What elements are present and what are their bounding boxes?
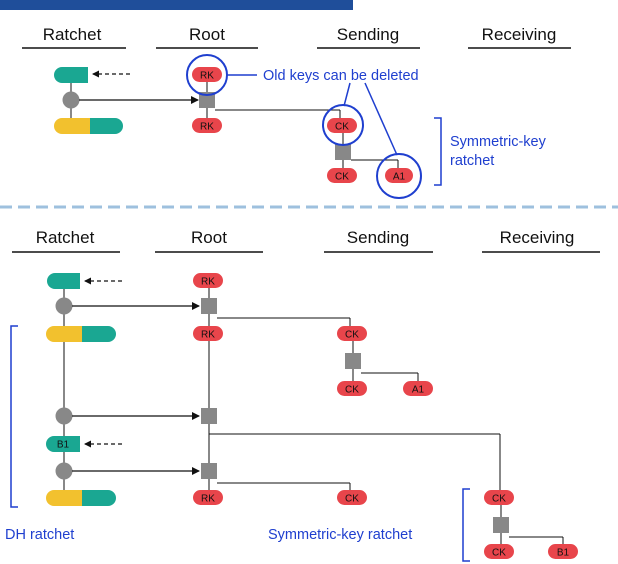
top-callout-a1: [364, 82, 398, 156]
top-old-keys-note: Old keys can be deleted: [263, 68, 419, 84]
svg-text:RK: RK: [200, 71, 214, 82]
bottom-root-kdf-2: [201, 408, 217, 424]
bottom-header-sending: Sending: [347, 228, 409, 247]
svg-text:CK: CK: [345, 385, 359, 396]
svg-text:A1: A1: [393, 172, 406, 183]
bottom-ck-send1-next-pill: CK: [337, 381, 367, 396]
top-ck-old-pill: CK: [327, 118, 357, 133]
bottom-ratchet-keypair-1-private: [46, 326, 82, 342]
top-ratchet-keypair-private: [54, 118, 90, 134]
bottom-root-kdf-3: [201, 463, 217, 479]
svg-text:CK: CK: [345, 330, 359, 341]
bottom-dh-node-3: [55, 462, 73, 480]
top-a1-pill: A1: [385, 168, 413, 183]
top-sending-kdf: [335, 144, 351, 160]
svg-text:CK: CK: [335, 122, 349, 133]
bottom-a1-pill: A1: [403, 381, 433, 396]
top-ratchet-public-key: [54, 67, 88, 83]
top-root-kdf: [199, 92, 215, 108]
bottom-symmetric-bracket: [462, 488, 470, 562]
bottom-symmetric-label: Symmetric-key ratchet: [268, 527, 412, 543]
bottom-header-ratchet: Ratchet: [36, 228, 95, 247]
bottom-dh-node-2: [55, 407, 73, 425]
top-section: Ratchet Root Sending Receiving RK RK: [22, 25, 571, 199]
top-rk-pill: RK: [192, 118, 222, 133]
svg-text:A1: A1: [412, 385, 425, 396]
top-rk-old-pill: RK: [192, 67, 222, 82]
svg-text:CK: CK: [345, 494, 359, 505]
bottom-header-receiving: Receiving: [500, 228, 575, 247]
bottom-ratchet-keypair-1-public: [82, 326, 116, 342]
top-ratchet-keypair-public: [90, 118, 123, 134]
bottom-rk-bottom-pill: RK: [193, 490, 223, 505]
bottom-ratchet-keypair-2-public: [82, 490, 116, 506]
bottom-ck-recv-pill: CK: [484, 490, 514, 505]
bottom-recv-kdf: [493, 517, 509, 533]
bottom-dh-ratchet-label: DH ratchet: [5, 527, 74, 543]
bottom-b1-pill: B1: [548, 544, 578, 559]
bottom-send-kdf: [345, 353, 361, 369]
top-dh-node: [62, 91, 80, 109]
top-symmetric-label-line1: Symmetric-key: [450, 134, 547, 150]
top-header-ratchet: Ratchet: [43, 25, 102, 44]
top-highlight-a1: [376, 153, 422, 199]
bottom-ck-recv-next-pill: CK: [484, 544, 514, 559]
top-ck-pill: CK: [327, 168, 357, 183]
top-symmetric-label-line2: ratchet: [450, 153, 494, 169]
bottom-section: Ratchet Root Sending Receiving B1 DH rat…: [5, 228, 600, 562]
bottom-ratchet-keypair-2-private: [46, 490, 82, 506]
svg-text:CK: CK: [335, 172, 349, 183]
top-callout-ck: [343, 82, 351, 107]
svg-text:CK: CK: [492, 548, 506, 559]
top-header-receiving: Receiving: [482, 25, 557, 44]
svg-text:B1: B1: [557, 548, 570, 559]
bottom-ck-send2-pill: CK: [337, 490, 367, 505]
svg-text:RK: RK: [201, 330, 215, 341]
bottom-rk-mid-pill: RK: [193, 326, 223, 341]
top-header-sending: Sending: [337, 25, 399, 44]
top-symmetric-bracket: [434, 117, 442, 186]
bottom-dh-bracket: [10, 325, 18, 508]
svg-text:RK: RK: [201, 494, 215, 505]
svg-text:RK: RK: [200, 122, 214, 133]
bottom-header-root: Root: [191, 228, 227, 247]
bottom-ratchet-public-key-1: [47, 273, 80, 289]
top-banner: [0, 0, 353, 10]
svg-text:RK: RK: [201, 277, 215, 288]
bottom-dh-node-1: [55, 297, 73, 315]
svg-text:CK: CK: [492, 494, 506, 505]
top-highlight-ck: [322, 104, 364, 146]
bottom-rk-top-pill: RK: [193, 273, 223, 288]
bottom-ratchet-key-b1-label: B1: [57, 440, 70, 451]
bottom-ratchet-key-b1: [46, 436, 80, 452]
bottom-ck-send1-pill: CK: [337, 326, 367, 341]
top-header-root: Root: [189, 25, 225, 44]
bottom-root-kdf-1: [201, 298, 217, 314]
